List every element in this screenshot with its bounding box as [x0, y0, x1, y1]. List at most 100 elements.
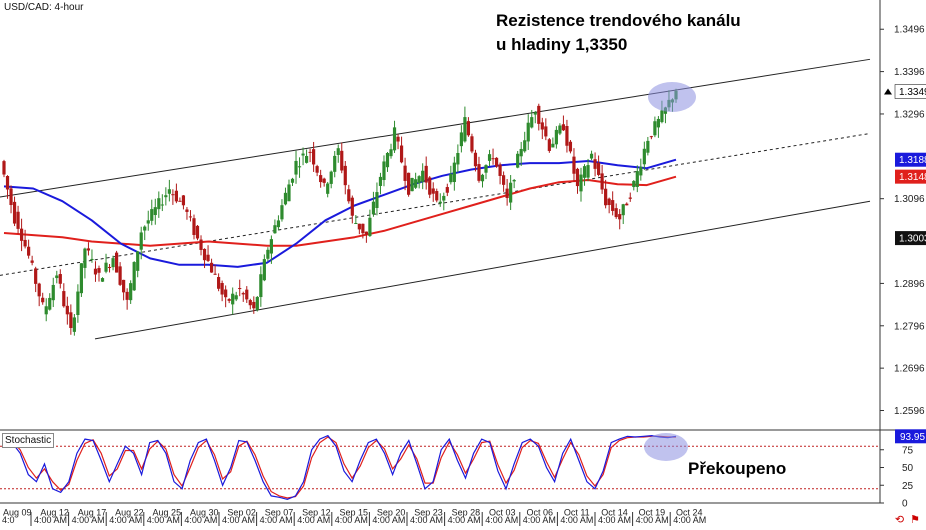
stoch-tick-label: 0	[902, 499, 908, 510]
candle-body	[333, 155, 337, 172]
candle-body	[487, 154, 492, 161]
candle-body	[178, 200, 182, 202]
candle-body	[220, 283, 224, 295]
candle-body	[174, 190, 178, 202]
time-tick-label: 4:00 AM	[485, 515, 518, 525]
candle-body	[118, 266, 122, 285]
candle-body	[442, 195, 446, 201]
candle-body	[607, 198, 611, 206]
candle-body	[340, 150, 344, 171]
candle-body	[445, 187, 449, 193]
candle-body	[241, 293, 245, 295]
candle-body	[498, 164, 502, 176]
date-tick-label: Sep 02	[227, 508, 256, 518]
price-tick-label: 1.3496	[894, 25, 925, 36]
candle-body	[561, 124, 566, 131]
date-tick-label: Sep 23	[414, 508, 443, 518]
flag-icon[interactable]: ⚑	[910, 514, 920, 526]
candle-body	[195, 225, 200, 239]
candle-body	[2, 161, 6, 175]
candle-body	[65, 305, 69, 315]
time-tick-label: 4:00 AM	[72, 515, 105, 525]
candle-body	[276, 220, 281, 228]
overbought-highlight	[644, 433, 688, 461]
candle-body	[639, 166, 643, 176]
candle-body	[227, 299, 231, 301]
time-tick-label: 4:00 AM	[222, 515, 255, 525]
price-tick-label: 1.3396	[894, 67, 925, 78]
date-tick-label: Aug 09	[3, 508, 32, 518]
candle-body	[252, 301, 256, 309]
date-tick-label: Oct 03	[489, 508, 516, 518]
candle-body	[382, 161, 386, 181]
candle-body	[502, 175, 506, 185]
candle-body	[632, 181, 636, 188]
candle-body	[512, 179, 516, 182]
candle-body	[343, 165, 347, 186]
date-tick-label: Aug 17	[78, 508, 107, 518]
candle-body	[269, 239, 273, 254]
candle-body	[76, 291, 80, 315]
candle-body	[238, 288, 242, 290]
candle-body	[181, 195, 186, 206]
candle-body	[660, 110, 664, 123]
candle-body	[97, 268, 101, 273]
candle-body	[347, 189, 351, 202]
candle-body	[509, 182, 513, 203]
time-tick-label: 4:00 AM	[297, 515, 330, 525]
candle-body	[505, 188, 509, 199]
candle-body	[153, 207, 157, 216]
candle-body	[266, 249, 270, 259]
candle-body	[202, 248, 207, 261]
candle-body	[459, 132, 463, 147]
candle-body	[646, 140, 650, 153]
date-tick-label: Sep 15	[340, 508, 369, 518]
time-tick-label: 4:00 AM	[598, 515, 631, 525]
candle-body	[596, 162, 601, 175]
candle-body	[428, 177, 432, 195]
candle-body	[392, 127, 397, 151]
candle-body	[463, 117, 467, 142]
candle-body	[16, 211, 20, 229]
stochastic-grid	[0, 445, 880, 490]
time-tick-label: 4:00 AM	[34, 515, 67, 525]
candle-body	[231, 293, 235, 305]
price-tick-label: 1.2796	[894, 321, 925, 332]
candle-body	[290, 178, 295, 183]
candle-body	[188, 216, 193, 218]
candle-body	[304, 155, 309, 163]
candle-body	[19, 228, 24, 241]
date-tick-label: Oct 24	[676, 508, 703, 518]
stoch-tick-label: 50	[902, 463, 914, 474]
candle-body	[357, 223, 361, 230]
time-tick-label: 4:00 AM	[448, 515, 481, 525]
candle-body	[90, 258, 94, 261]
candles	[2, 88, 678, 336]
candle-body	[618, 214, 622, 220]
candle-body	[628, 197, 632, 199]
time-tick-label: 4:00 AM	[109, 515, 142, 525]
candle-body	[477, 164, 481, 181]
sync-icon[interactable]: ⟲	[894, 514, 905, 526]
candle-body	[635, 171, 639, 187]
candle-body	[385, 152, 390, 168]
candle-body	[484, 165, 488, 173]
candle-body	[146, 220, 150, 224]
candle-body	[297, 166, 302, 168]
candle-body	[625, 203, 629, 206]
candle-body	[649, 136, 653, 138]
candle-body	[361, 223, 365, 234]
candle-body	[322, 178, 326, 183]
date-tick-label: Oct 06	[526, 508, 553, 518]
candle-body	[452, 162, 456, 183]
stoch-k-line	[3, 434, 677, 501]
candle-body	[58, 274, 62, 284]
candle-body	[551, 143, 555, 148]
candle-body	[283, 192, 288, 205]
candle-body	[354, 223, 358, 225]
price-tick-label: 1.2596	[894, 406, 925, 417]
price-tag-label: 1.3188	[899, 155, 926, 166]
candle-body	[621, 204, 625, 216]
price-tag-ma-red	[895, 169, 926, 184]
